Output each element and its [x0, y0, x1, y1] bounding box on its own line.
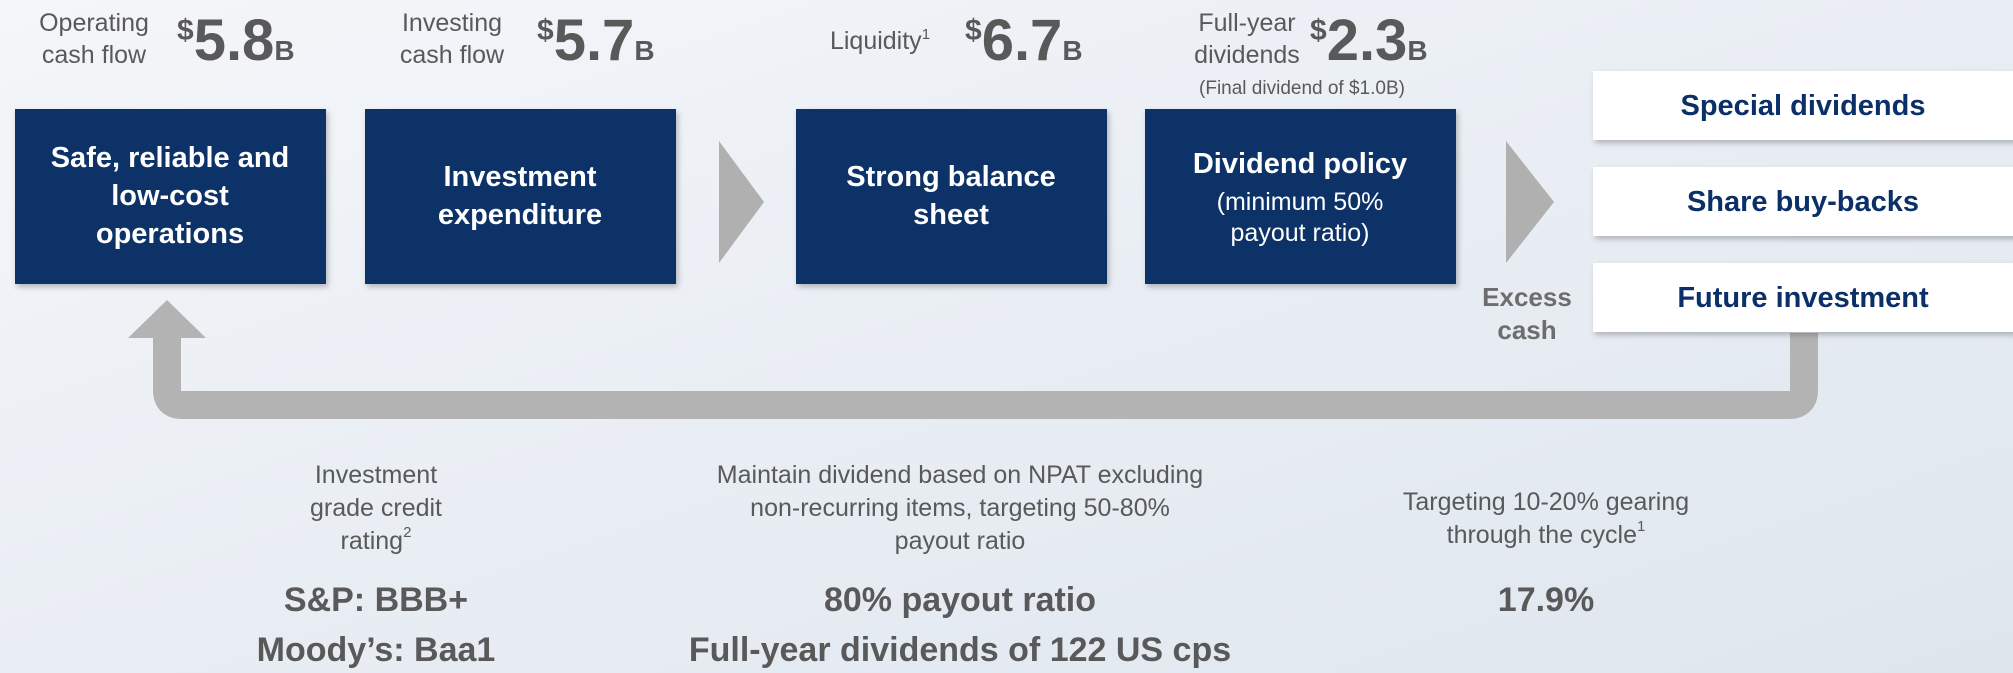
- description-text: payout ratio: [895, 527, 1026, 555]
- pillar-box: [1145, 109, 1456, 284]
- target-description: rating2: [341, 524, 412, 556]
- pillar-title: Investment: [443, 161, 596, 193]
- pillar-title: Safe, reliable and: [51, 142, 290, 174]
- pillar-title: operations: [96, 218, 244, 250]
- target-description: non-recurring items, targeting 50-80%: [750, 494, 1170, 522]
- metric-label: dividends: [1194, 41, 1300, 69]
- target-result: S&P: BBB+: [284, 581, 468, 619]
- pillar-title: Dividend policy: [1193, 148, 1407, 180]
- use-label: Future investment: [1677, 282, 1929, 314]
- target-result: 80% payout ratio: [824, 581, 1096, 619]
- metric-amount: $2.3B: [1310, 8, 1428, 73]
- metric-amount: $6.7B: [965, 8, 1083, 73]
- target-result: Moody’s: Baa1: [257, 631, 496, 669]
- pillar-title: Strong balance: [846, 161, 1056, 193]
- pillar-box: [365, 109, 676, 284]
- description-text: Investment: [315, 461, 437, 489]
- unit: B: [1062, 35, 1082, 66]
- target-description: grade credit: [310, 494, 442, 522]
- footnote-ref: 1: [922, 26, 930, 43]
- amount: 5.7: [554, 8, 635, 73]
- target-description: through the cycle1: [1447, 518, 1646, 550]
- use-label: Share buy-backs: [1687, 186, 1919, 218]
- pillar-box: [796, 109, 1107, 284]
- metric-label: Investing: [402, 9, 502, 37]
- amount: 2.3: [1327, 8, 1408, 73]
- feedback-arrowhead: [128, 300, 206, 338]
- metric-label: Full-year: [1198, 9, 1295, 37]
- description-text: Targeting 10-20% gearing: [1403, 488, 1689, 516]
- target-result: Full-year dividends of 122 US cps: [689, 631, 1231, 669]
- footnote-ref: 2: [403, 524, 411, 541]
- metric-label: cash flow: [42, 41, 147, 69]
- target-description: Investment: [315, 461, 437, 489]
- target-result: 17.9%: [1498, 581, 1594, 619]
- description-text: grade credit: [310, 494, 442, 522]
- metric-label: Operating: [39, 9, 149, 37]
- use-label: Special dividends: [1681, 90, 1926, 122]
- chevron: [719, 141, 764, 263]
- pillar-title: low-cost: [111, 180, 229, 212]
- currency: $: [177, 14, 194, 47]
- use-box: [1593, 71, 2013, 140]
- excess-cash-label: Excess: [1482, 282, 1572, 312]
- excess-cash-label: cash: [1497, 315, 1556, 345]
- chevron: [1506, 141, 1554, 263]
- pillar-title: sheet: [913, 199, 989, 231]
- target-description: payout ratio: [895, 527, 1026, 555]
- pillar-title: expenditure: [438, 199, 602, 231]
- amount: 5.8: [194, 8, 275, 73]
- metric-label: cash flow: [400, 41, 505, 69]
- use-box: [1593, 167, 2013, 236]
- metric-label-text: Liquidity: [830, 27, 922, 55]
- metric-label: Liquidity1: [830, 26, 930, 55]
- unit: B: [634, 35, 654, 66]
- pillar-box: [15, 109, 326, 284]
- unit: B: [274, 35, 294, 66]
- currency: $: [965, 14, 982, 47]
- footnote-ref: 1: [1637, 518, 1645, 535]
- pillar-subtitle: payout ratio): [1231, 219, 1370, 247]
- unit: B: [1407, 35, 1427, 66]
- metric-amount: $5.7B: [537, 8, 655, 73]
- description-text: through the cycle: [1447, 521, 1637, 549]
- feedback-arrow: [153, 332, 1818, 419]
- metric-note: (Final dividend of $1.0B): [1199, 78, 1405, 99]
- target-description: Maintain dividend based on NPAT excludin…: [717, 461, 1203, 489]
- amount: 6.7: [982, 8, 1063, 73]
- metric-amount: $5.8B: [177, 8, 295, 73]
- use-box: [1593, 263, 2013, 332]
- currency: $: [537, 14, 554, 47]
- pillar-subtitle: (minimum 50%: [1217, 188, 1384, 216]
- description-text: Maintain dividend based on NPAT excludin…: [717, 461, 1203, 489]
- description-text: non-recurring items, targeting 50-80%: [750, 494, 1170, 522]
- description-text: rating: [341, 527, 404, 555]
- target-description: Targeting 10-20% gearing: [1403, 488, 1689, 516]
- currency: $: [1310, 14, 1327, 47]
